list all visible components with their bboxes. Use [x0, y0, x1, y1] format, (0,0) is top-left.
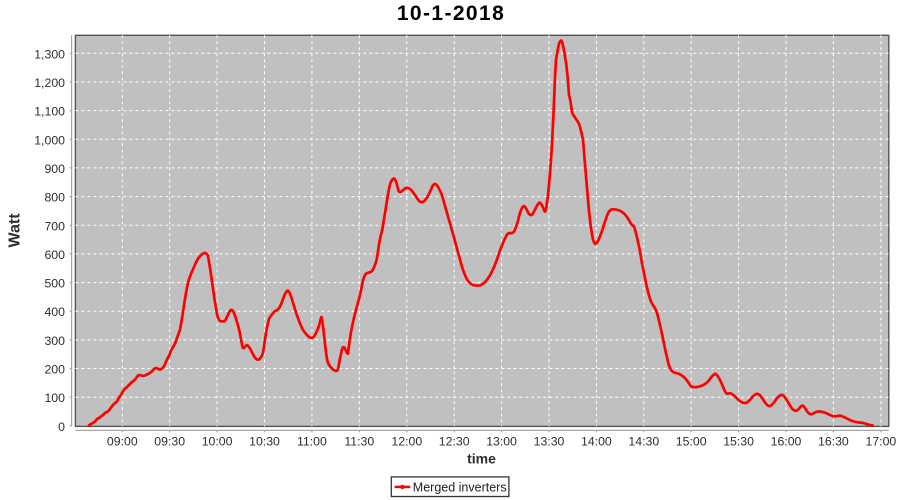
svg-text:0: 0: [58, 420, 65, 434]
svg-text:11:30: 11:30: [344, 435, 374, 449]
svg-text:14:00: 14:00: [581, 435, 612, 449]
svg-text:10-1-2018: 10-1-2018: [397, 2, 505, 25]
svg-text:Merged inverters: Merged inverters: [413, 480, 507, 494]
svg-text:10:30: 10:30: [249, 435, 280, 449]
svg-text:1,000: 1,000: [34, 133, 65, 147]
svg-text:300: 300: [44, 334, 65, 348]
svg-text:16:30: 16:30: [818, 435, 849, 449]
svg-text:900: 900: [44, 162, 65, 176]
svg-text:16:00: 16:00: [771, 435, 802, 449]
svg-text:500: 500: [44, 277, 65, 291]
svg-text:10:00: 10:00: [202, 435, 233, 449]
svg-text:Watt: Watt: [7, 213, 24, 248]
svg-text:12:00: 12:00: [391, 435, 422, 449]
svg-text:09:00: 09:00: [107, 435, 138, 449]
svg-text:600: 600: [44, 248, 65, 262]
svg-text:17:00: 17:00: [866, 435, 897, 449]
svg-text:400: 400: [44, 305, 65, 319]
svg-text:11:00: 11:00: [297, 435, 327, 449]
svg-text:12:30: 12:30: [439, 435, 470, 449]
svg-text:13:30: 13:30: [534, 435, 565, 449]
svg-text:09:30: 09:30: [154, 435, 185, 449]
svg-text:14:30: 14:30: [628, 435, 659, 449]
svg-text:1,200: 1,200: [34, 76, 65, 90]
svg-text:15:00: 15:00: [676, 435, 707, 449]
svg-text:700: 700: [44, 219, 65, 233]
svg-text:200: 200: [44, 363, 65, 377]
svg-text:800: 800: [44, 191, 65, 205]
svg-text:13:00: 13:00: [486, 435, 517, 449]
svg-text:1,300: 1,300: [34, 47, 65, 61]
svg-text:1,100: 1,100: [34, 105, 65, 119]
svg-text:time: time: [467, 451, 496, 467]
svg-text:100: 100: [44, 391, 65, 405]
svg-text:15:30: 15:30: [723, 435, 754, 449]
